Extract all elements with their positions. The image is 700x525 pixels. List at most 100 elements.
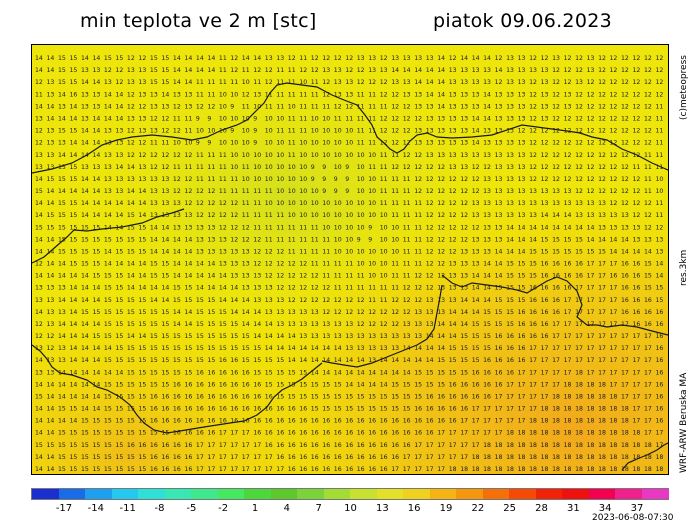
grid-value: 16 [345,418,353,425]
grid-value: 16 [219,394,227,401]
grid-value: 11 [656,200,664,207]
grid-value: 12 [449,236,457,243]
grid-value: 13 [598,200,606,207]
grid-value: 13 [47,79,55,86]
grid-value: 18 [575,454,583,461]
grid-value: 18 [575,381,583,388]
grid-value: 12 [104,67,112,74]
grid-value: 10 [311,116,319,123]
grid-value: 13 [449,164,457,171]
grid-value: 16 [472,369,480,376]
grid-value: 11 [368,164,376,171]
grid-value: 10 [357,200,365,207]
grid-value: 17 [633,418,641,425]
grid-value: 11 [345,285,353,292]
grid-value: 13 [35,345,43,352]
grid-value: 14 [81,128,89,135]
grid-value: 14 [656,261,664,268]
grid-value: 16 [483,357,491,364]
grid-value: 12 [426,200,434,207]
color-scale-tick-label: 34 [598,503,612,514]
grid-value: 15 [104,442,112,449]
grid-value: 14 [127,164,135,171]
grid-value: 9 [322,176,326,183]
grid-value: 13 [403,91,411,98]
grid-value: 17 [633,369,641,376]
grid-value: 16 [656,418,664,425]
grid-value: 12 [529,152,537,159]
grid-value: 14 [437,333,445,340]
grid-value: 12 [621,140,629,147]
grid-value: 14 [299,345,307,352]
color-scale-tick-label: 28 [535,503,548,514]
grid-value: 10 [345,140,353,147]
grid-value: 15 [196,297,204,304]
grid-value: 13 [380,345,388,352]
grid-value: 13 [253,297,261,304]
grid-value: 10 [276,140,284,147]
grid-value: 17 [529,345,537,352]
grid-value: 12 [426,188,434,195]
grid-value: 18 [621,430,629,437]
grid-value: 16 [150,466,158,473]
grid-value: 15 [115,321,123,328]
grid-value: 18 [575,466,583,473]
grid-value: 14 [437,103,445,110]
grid-value: 15 [150,273,158,280]
grid-value: 16 [70,91,78,98]
grid-value: 15 [138,321,146,328]
grid-value: 13 [449,297,457,304]
grid-value: 11 [219,188,227,195]
grid-value: 14 [81,333,89,340]
grid-value: 17 [506,418,514,425]
grid-value: 12 [598,152,606,159]
grid-value: 12 [127,140,135,147]
grid-value: 10 [368,188,376,195]
grid-value: 10 [265,152,273,159]
grid-value: 9 [207,140,211,147]
grid-value: 18 [552,442,560,449]
grid-value: 11 [403,212,411,219]
grid-value: 13 [138,128,146,135]
grid-value: 13 [449,128,457,135]
grid-value: 12 [368,79,376,86]
grid-value: 13 [437,309,445,316]
grid-value: 12 [403,152,411,159]
grid-value: 12 [138,103,146,110]
grid-value: 14 [58,321,66,328]
grid-value: 14 [345,357,353,364]
grid-value: 15 [58,128,66,135]
grid-value: 13 [414,91,422,98]
grid-value: 14 [81,381,89,388]
grid-value: 15 [276,394,284,401]
grid-value: 10 [334,236,342,243]
grid-value: 15 [644,261,652,268]
grid-value: 13 [299,333,307,340]
grid-value: 18 [610,406,618,413]
grid-value: 16 [380,454,388,461]
grid-value: 18 [598,394,606,401]
grid-value: 12 [598,164,606,171]
grid-value: 15 [104,381,112,388]
grid-value: 15 [173,297,181,304]
grid-value: 11 [380,176,388,183]
grid-value: 12 [541,176,549,183]
grid-value: 15 [495,285,503,292]
grid-value: 14 [93,297,101,304]
grid-value: 16 [380,442,388,449]
grid-value: 13 [518,176,526,183]
grid-value: 12 [449,176,457,183]
grid-value: 15 [58,224,66,231]
grid-value: 13 [495,188,503,195]
grid-value: 11 [173,116,181,123]
grid-value: 13 [403,79,411,86]
grid-value: 18 [575,394,583,401]
grid-value: 12 [633,176,641,183]
grid-value: 13 [610,224,618,231]
grid-value: 12 [403,116,411,123]
grid-value: 13 [495,224,503,231]
grid-value: 13 [483,200,491,207]
grid-value: 13 [93,67,101,74]
grid-value: 16 [311,454,319,461]
grid-value: 10 [299,79,307,86]
